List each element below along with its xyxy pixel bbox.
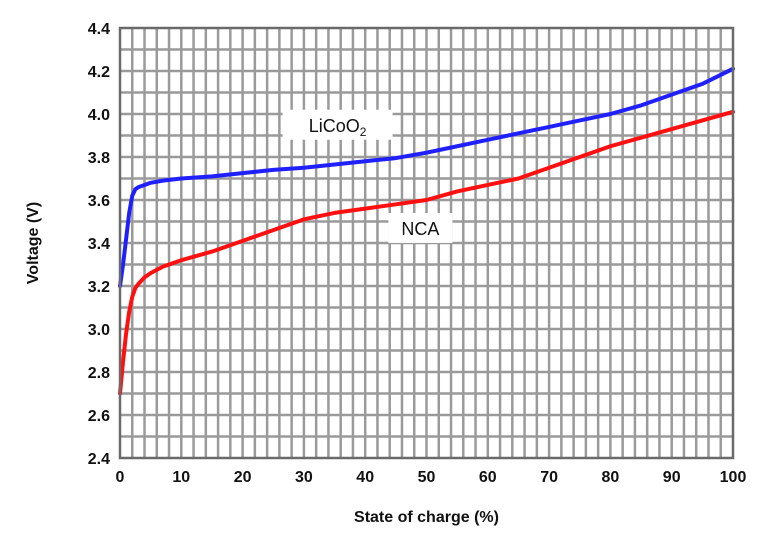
y-tick-label: 3.2 <box>88 279 110 296</box>
x-tick-label: 60 <box>479 469 497 486</box>
y-tick-label: 2.6 <box>88 408 110 425</box>
series-label-box <box>388 212 453 243</box>
x-tick-label: 40 <box>356 469 374 486</box>
licoo2-label-group: LiCoO2 <box>282 109 393 140</box>
plot-frame <box>118 26 735 460</box>
x-tick-label: 30 <box>295 469 313 486</box>
x-tick-label: 70 <box>540 469 558 486</box>
series-label-layer: LiCoO2 NCA <box>282 109 453 243</box>
x-tick-label: 10 <box>172 469 190 486</box>
nca-label: NCA <box>401 219 439 239</box>
series-layer <box>118 66 735 396</box>
y-tick-label: 3.8 <box>88 150 110 167</box>
grid-layer <box>120 28 733 458</box>
licoo2-label: LiCoO2 <box>309 116 367 139</box>
x-tick-label: 90 <box>663 469 681 486</box>
y-tick-label: 3.0 <box>88 322 110 339</box>
x-tick-label: 80 <box>602 469 620 486</box>
x-tick-label: 50 <box>418 469 436 486</box>
y-tick-label: 3.6 <box>88 193 110 210</box>
y-tick-label: 2.8 <box>88 365 110 382</box>
x-tick-label: 100 <box>720 469 747 486</box>
y-axis-title: Voltage (V) <box>25 202 42 284</box>
y-tick-label: 3.4 <box>88 236 110 253</box>
x-tick-label: 0 <box>116 469 125 486</box>
y-tick-label: 2.4 <box>88 451 110 468</box>
nca-series-line <box>118 109 735 396</box>
y-tick-label: 4.2 <box>88 64 110 81</box>
licoo2-series-line <box>118 66 735 288</box>
x-tick-label: 20 <box>234 469 252 486</box>
y-tick-label: 4.4 <box>88 21 110 38</box>
nca-label-group: NCA <box>388 212 453 243</box>
y-tick-label: 4.0 <box>88 107 110 124</box>
tick-label-layer: 0 10 20 30 40 50 60 70 80 90 100 2.4 2.6 2.8 3.0 3.2 3.4… <box>88 21 747 486</box>
x-axis-title: State of charge (%) <box>354 509 499 526</box>
series-label-box <box>282 109 393 140</box>
plot-frame-layer <box>118 26 735 460</box>
